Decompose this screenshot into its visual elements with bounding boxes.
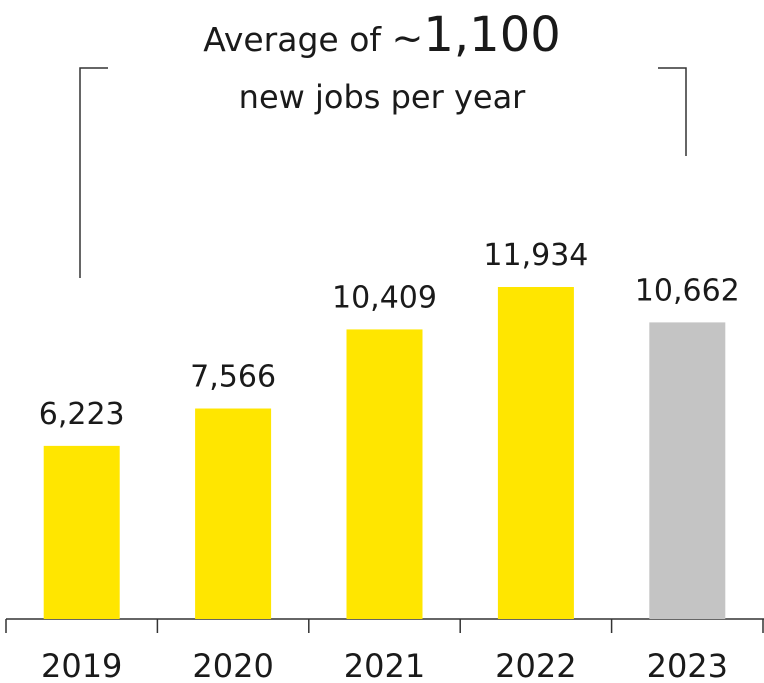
x-tick-label-2019: 2019 xyxy=(41,647,122,683)
bar-2022 xyxy=(497,287,574,619)
annotation-tilde: ~ xyxy=(391,16,424,60)
chart-annotation: Average of ~1,100 new jobs per year xyxy=(0,8,764,121)
x-tick-label-2020: 2020 xyxy=(192,647,273,683)
bar-2020 xyxy=(195,408,272,619)
x-tick-label-2021: 2021 xyxy=(344,647,425,683)
annotation-line2: new jobs per year xyxy=(238,78,526,116)
bar-2023 xyxy=(649,322,726,619)
data-label-2022: 11,934 xyxy=(483,238,588,273)
data-label-2023: 10,662 xyxy=(635,273,740,308)
annotation-value: 1,100 xyxy=(423,7,561,63)
bar-2021 xyxy=(346,329,423,619)
data-label-2020: 7,566 xyxy=(190,360,276,395)
annotation-prefix: Average of xyxy=(203,20,392,59)
x-tick-label-2023: 2023 xyxy=(647,647,728,683)
bar-2019 xyxy=(43,445,120,619)
x-tick-label-2022: 2022 xyxy=(495,647,576,683)
annotation-line1: Average of ~1,100 xyxy=(0,8,764,67)
data-label-2021: 10,409 xyxy=(332,280,437,315)
bracket-right xyxy=(658,67,687,156)
bracket-left xyxy=(79,67,108,278)
data-label-2019: 6,223 xyxy=(39,397,125,432)
